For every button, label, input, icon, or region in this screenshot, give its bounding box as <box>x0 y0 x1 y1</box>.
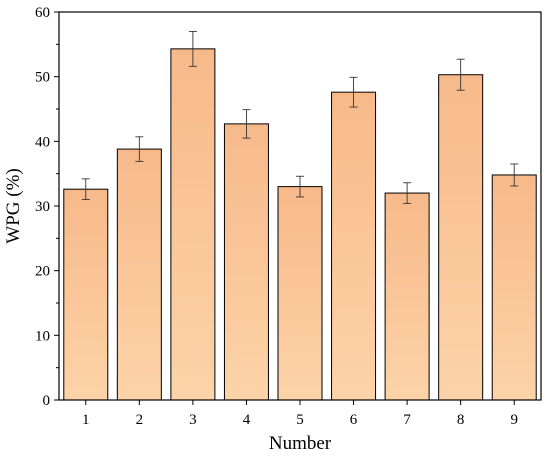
error-bar-5 <box>296 175 304 198</box>
y-tick-label-40: 40 <box>35 134 50 150</box>
x-tick-label-5: 5 <box>296 412 304 428</box>
x-tick-label-6: 6 <box>350 412 358 428</box>
y-axis: 0 10 20 30 40 50 60 <box>35 5 59 409</box>
error-bar-8 <box>456 58 465 91</box>
bar-7 <box>384 192 430 401</box>
x-tick-label-2: 2 <box>136 412 144 428</box>
bar-6 <box>331 91 377 401</box>
y-tick-label-30: 30 <box>35 199 50 215</box>
bar-3 <box>170 48 216 401</box>
x-tick-label-8: 8 <box>457 412 465 428</box>
x-tick-label-1: 1 <box>82 412 90 428</box>
x-axis: 1 2 3 4 5 6 7 8 9 <box>82 400 518 428</box>
error-bar-9 <box>510 163 519 187</box>
bar-5 <box>277 186 323 401</box>
error-bar-2 <box>135 136 144 162</box>
bar-1 <box>63 188 109 401</box>
x-tick-label-9: 9 <box>510 412 518 428</box>
y-axis-title: WPG (%) <box>3 168 24 243</box>
y-tick-label-60: 60 <box>35 5 50 21</box>
y-tick-label-0: 0 <box>43 393 51 409</box>
y-tick-label-50: 50 <box>35 70 50 86</box>
x-tick-label-3: 3 <box>189 412 197 428</box>
y-tick-label-10: 10 <box>35 328 50 344</box>
bars-group <box>63 48 537 401</box>
error-bar-3 <box>188 30 197 67</box>
error-bar-6 <box>349 76 358 108</box>
error-bar-7 <box>403 182 412 204</box>
y-tick-label-20: 20 <box>35 264 50 280</box>
bar-4 <box>223 123 269 401</box>
x-tick-label-7: 7 <box>403 412 411 428</box>
bar-9 <box>491 174 537 401</box>
x-tick-label-4: 4 <box>243 412 251 428</box>
x-axis-title: Number <box>269 433 332 454</box>
bar-8 <box>438 74 484 401</box>
bar-2 <box>116 148 162 401</box>
error-bars-group <box>81 30 519 204</box>
error-bar-4 <box>242 109 251 139</box>
error-bar-1 <box>81 178 90 200</box>
